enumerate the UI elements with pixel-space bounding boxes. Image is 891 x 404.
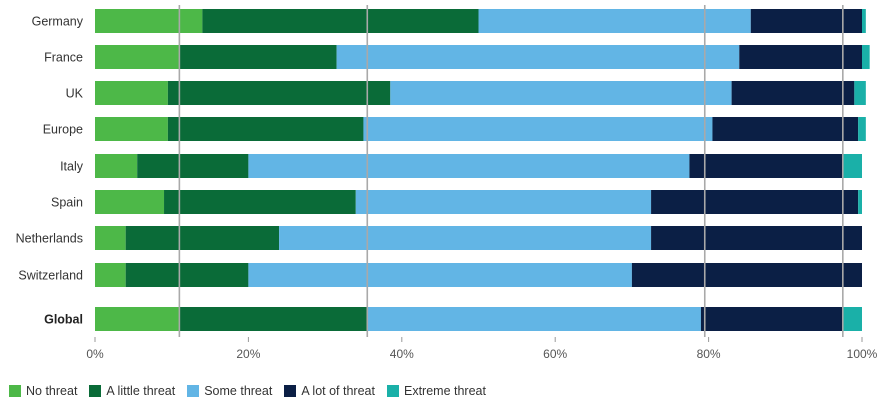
- bar-italy-extreme-threat: [842, 154, 862, 178]
- bar-global-extreme-threat: [842, 307, 862, 331]
- bar-uk-some-threat: [390, 81, 732, 105]
- category-label-spain: Spain: [51, 196, 83, 210]
- bar-uk-a-lot-of-threat: [731, 81, 855, 105]
- bar-germany-some-threat: [478, 9, 751, 33]
- bar-spain-no-threat: [95, 190, 165, 214]
- bar-global-a-lot-of-threat: [700, 307, 843, 331]
- bar-uk-no-threat: [95, 81, 168, 105]
- bar-germany-a-lot-of-threat: [750, 9, 862, 33]
- legend-item-a-little-threat: A little threat: [89, 384, 175, 398]
- category-label-uk: UK: [66, 87, 84, 101]
- x-tick-label-80: 80%: [697, 347, 721, 361]
- legend-label-some-threat: Some threat: [204, 384, 273, 398]
- x-tick-label-60: 60%: [543, 347, 567, 361]
- legend-swatch-no-threat: [9, 385, 21, 397]
- bar-switzerland-a-little-threat: [125, 263, 249, 287]
- bar-italy-a-little-threat: [137, 154, 249, 178]
- bar-germany-a-little-threat: [202, 9, 479, 33]
- bar-spain-extreme-threat: [858, 190, 862, 214]
- x-tick-label-100: 100%: [847, 347, 878, 361]
- bar-europe-some-threat: [363, 117, 713, 141]
- category-label-france: France: [44, 51, 83, 65]
- legend-swatch-some-threat: [187, 385, 200, 397]
- bar-italy-some-threat: [248, 154, 690, 178]
- bar-europe-extreme-threat: [858, 117, 866, 141]
- legend-item-a-lot-of-threat: A lot of threat: [284, 384, 375, 398]
- bar-uk-a-little-threat: [167, 81, 391, 105]
- category-label-germany: Germany: [32, 15, 84, 29]
- bar-france-a-little-threat: [179, 45, 337, 69]
- legend-item-extreme-threat: Extreme threat: [386, 384, 486, 398]
- stacked-bar-chart: Germany France UK Europe Italy Spain Netherlan…: [16, 5, 878, 361]
- legend-item-no-threat: No threat: [9, 384, 77, 398]
- bar-switzerland-some-threat: [248, 263, 632, 287]
- bar-europe-a-lot-of-threat: [712, 117, 859, 141]
- bar-italy-a-lot-of-threat: [689, 154, 843, 178]
- legend-swatch-a-little-threat: [89, 385, 102, 397]
- bar-france-some-threat: [336, 45, 740, 69]
- bar-switzerland-no-threat: [95, 263, 126, 287]
- bar-germany-extreme-threat: [862, 9, 866, 33]
- bar-global-some-threat: [367, 307, 701, 331]
- legend-item-some-threat: Some threat: [187, 384, 272, 398]
- bar-netherlands-a-little-threat: [125, 226, 280, 250]
- legend-label-no-threat: No threat: [26, 384, 78, 398]
- bar-spain-a-little-threat: [164, 190, 356, 214]
- bar-netherlands-a-lot-of-threat: [651, 226, 862, 250]
- bar-uk-extreme-threat: [854, 81, 866, 105]
- category-label-netherlands: Netherlands: [16, 232, 83, 246]
- legend-label-a-little-threat: A little threat: [106, 384, 176, 398]
- bar-global-a-little-threat: [179, 307, 368, 331]
- bar-italy-no-threat: [95, 154, 138, 178]
- category-label-switzerland: Switzerland: [18, 269, 83, 283]
- bar-france-no-threat: [95, 45, 180, 69]
- bar-france-a-lot-of-threat: [739, 45, 862, 69]
- legend-swatch-a-lot-of-threat: [284, 385, 297, 397]
- bar-netherlands-no-threat: [95, 226, 126, 250]
- x-tick-label-20: 20%: [236, 347, 260, 361]
- legend-label-extreme-threat: Extreme threat: [403, 384, 486, 398]
- chart-legend: No threat A little threat Some threat A lot…: [9, 384, 486, 398]
- bar-global-no-threat: [95, 307, 180, 331]
- legend-swatch-extreme-threat: [386, 385, 399, 397]
- x-tick-label-0: 0%: [86, 347, 104, 361]
- bar-germany-no-threat: [95, 9, 203, 33]
- bar-spain-some-threat: [355, 190, 652, 214]
- category-label-global: Global: [44, 313, 83, 327]
- bar-spain-a-lot-of-threat: [651, 190, 859, 214]
- category-label-italy: Italy: [60, 160, 84, 174]
- bar-france-extreme-threat: [862, 45, 870, 69]
- bar-europe-no-threat: [95, 117, 168, 141]
- bar-switzerland-a-lot-of-threat: [631, 263, 862, 287]
- legend-label-a-lot-of-threat: A lot of threat: [301, 384, 375, 398]
- bar-netherlands-some-threat: [279, 226, 652, 250]
- bar-europe-a-little-threat: [167, 117, 364, 141]
- x-tick-label-40: 40%: [390, 347, 414, 361]
- category-label-europe: Europe: [43, 123, 83, 137]
